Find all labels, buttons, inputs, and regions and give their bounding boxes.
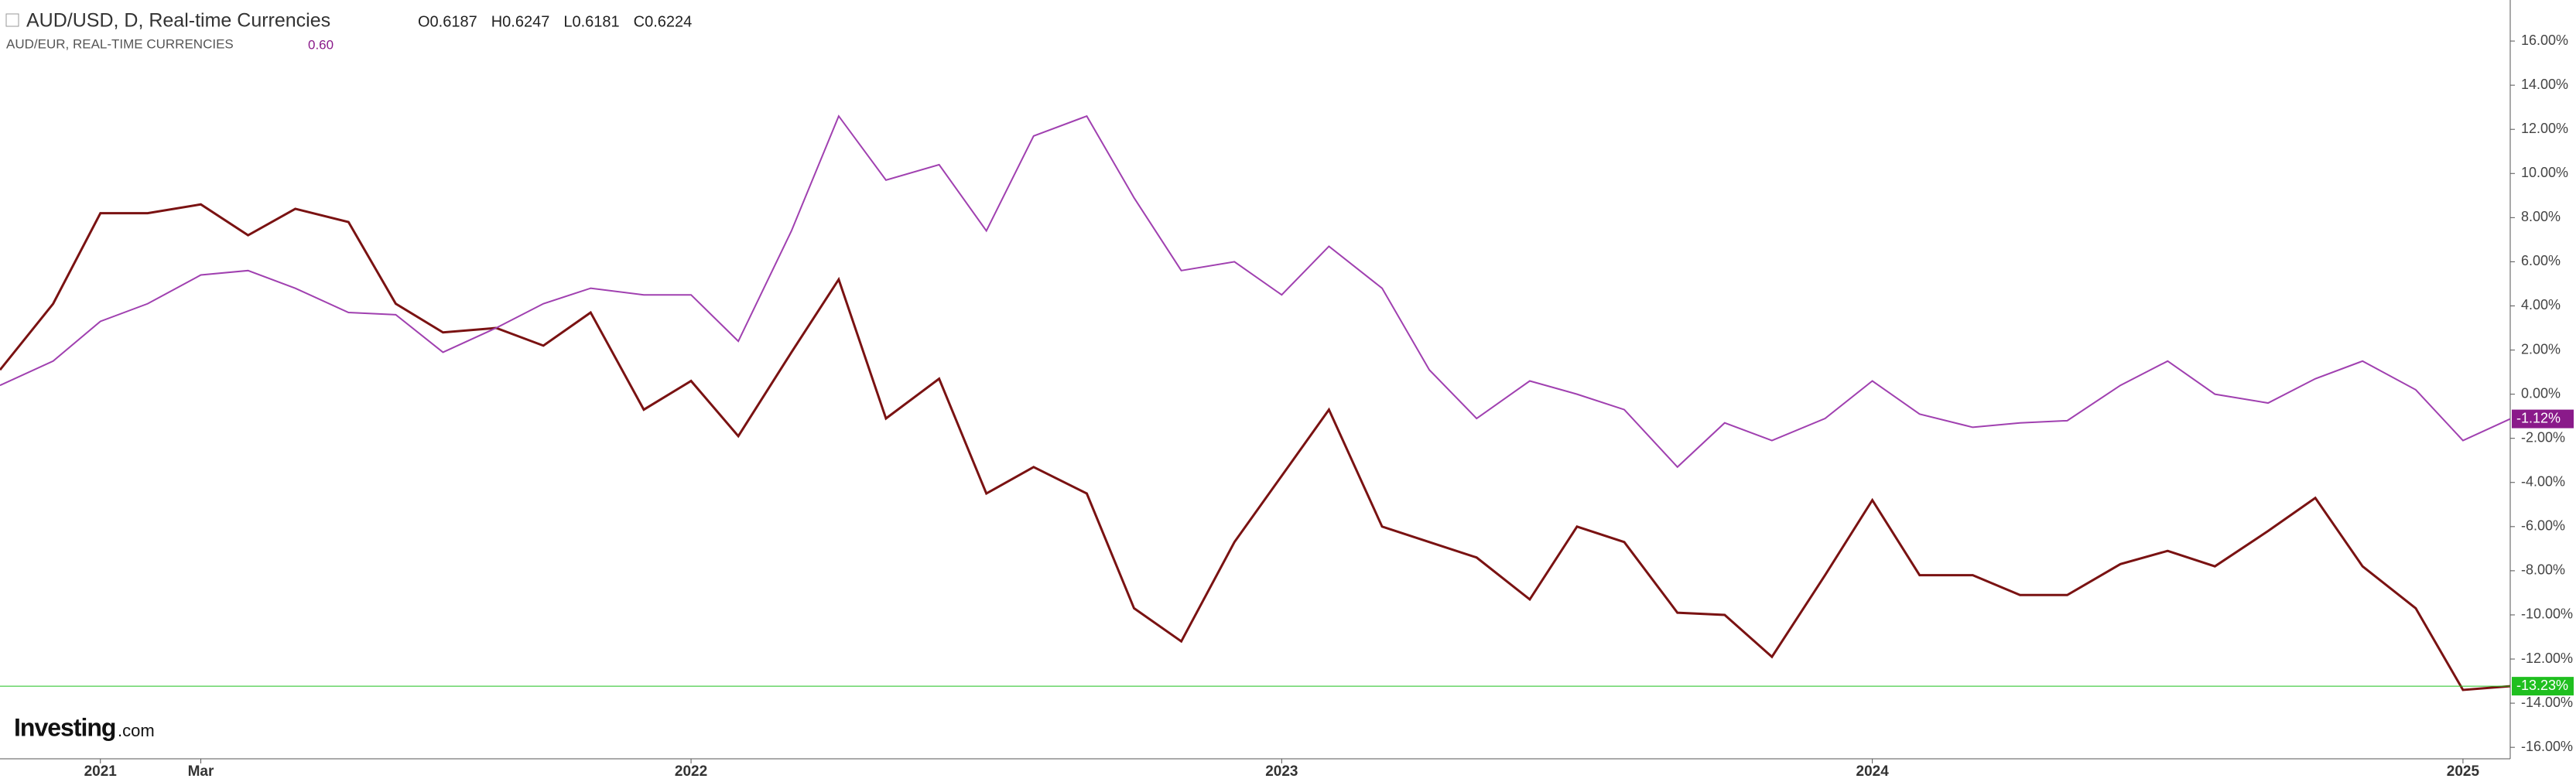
- y-tick-label: 2.00%: [2521, 341, 2561, 357]
- x-tick-label: 2025: [2447, 763, 2480, 780]
- last-value-label: -13.23%: [2516, 678, 2568, 693]
- y-tick-label: 8.00%: [2521, 209, 2561, 224]
- ohlc-value: C0.6224: [634, 13, 693, 30]
- last-value-label: -1.12%: [2516, 410, 2561, 425]
- ohlc-value: H0.6247: [491, 13, 550, 30]
- ohlc-value: O0.6187: [418, 13, 477, 30]
- y-tick-label: 16.00%: [2521, 32, 2568, 48]
- last-value-box: [2512, 677, 2574, 696]
- logo: Investing: [14, 713, 115, 741]
- ohlc-value: L0.6181: [563, 13, 619, 30]
- last-value-box: [2512, 409, 2574, 429]
- logo-suffix: .com: [118, 721, 155, 740]
- series-line: [0, 114, 2511, 469]
- y-tick-label: 6.00%: [2521, 253, 2561, 268]
- collapse-icon[interactable]: [5, 13, 19, 27]
- y-tick-label: 4.00%: [2521, 297, 2561, 312]
- series-line: [0, 203, 2511, 692]
- x-tick-label: 2023: [1265, 763, 1298, 780]
- y-tick-label: -8.00%: [2521, 562, 2565, 578]
- chart-subtitle: AUD/EUR, REAL-TIME CURRENCIES: [6, 36, 234, 51]
- x-tick-label: 2021: [84, 763, 118, 780]
- x-tick-label: Mar: [188, 763, 214, 780]
- y-tick-label: -14.00%: [2521, 695, 2573, 710]
- y-tick-label: -16.00%: [2521, 739, 2573, 754]
- y-tick-label: -2.00%: [2521, 429, 2565, 445]
- y-tick-label: -12.00%: [2521, 651, 2573, 666]
- y-tick-label: 0.00%: [2521, 385, 2561, 401]
- x-tick-label: 2022: [675, 763, 707, 780]
- y-tick-label: -6.00%: [2521, 518, 2565, 534]
- x-tick-label: 2024: [1856, 763, 1890, 780]
- chart-title: AUD/USD, D, Real-time Currencies: [26, 10, 330, 32]
- ohlc: O0.6187 H0.6247 L0.6181 C0.6224: [418, 13, 692, 30]
- y-tick-label: 12.00%: [2521, 121, 2568, 136]
- y-tick-label: -10.00%: [2521, 606, 2573, 622]
- y-tick-label: 10.00%: [2521, 165, 2568, 180]
- y-tick-label: -4.00%: [2521, 474, 2565, 490]
- y-tick-label: 14.00%: [2521, 77, 2568, 92]
- subtitle-value: 0.60: [308, 37, 334, 52]
